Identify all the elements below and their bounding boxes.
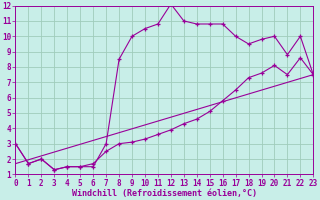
X-axis label: Windchill (Refroidissement éolien,°C): Windchill (Refroidissement éolien,°C) bbox=[72, 189, 257, 198]
